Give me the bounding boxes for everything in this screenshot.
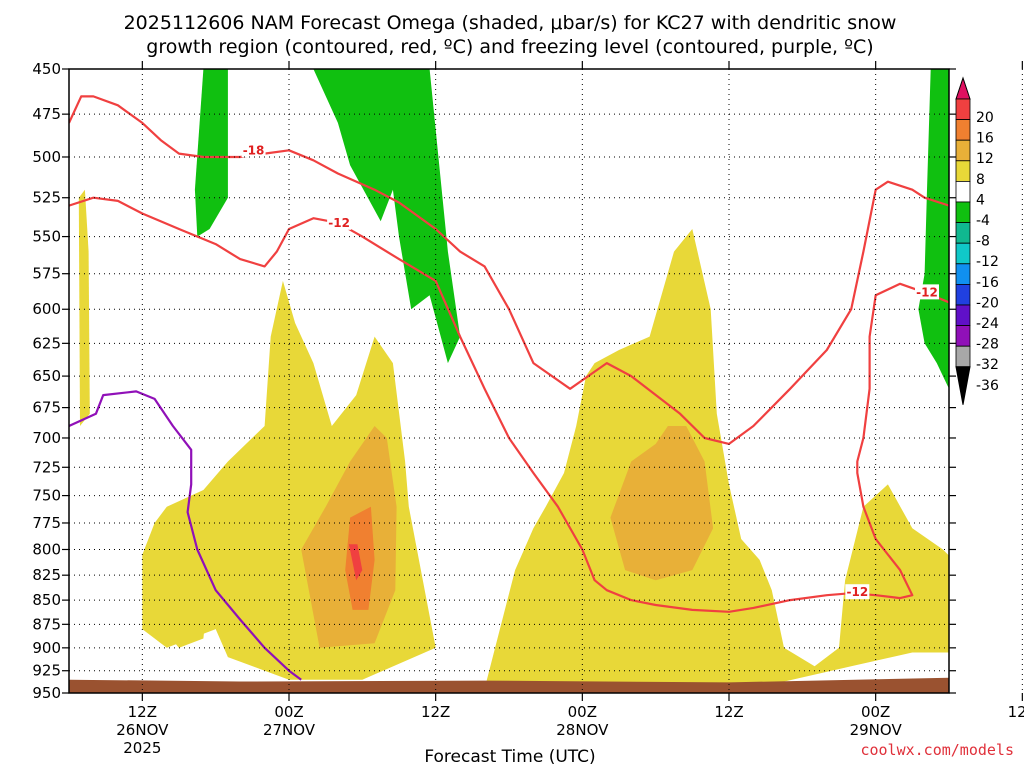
x-axis-label: Forecast Time (UTC)	[424, 747, 595, 767]
y-tick-label-550: 550	[32, 228, 61, 246]
y-tick-label-675: 675	[32, 399, 61, 417]
y-tick-label-850: 850	[32, 591, 61, 609]
colorbar-band-1	[955, 119, 971, 141]
y-tick-label-875: 875	[32, 615, 61, 633]
x-tick-label-72-1: 00Z	[861, 703, 890, 721]
colorbar-band-8	[955, 263, 971, 285]
contour-dgz_-12	[69, 196, 949, 613]
colorbar-bottom-arrow	[955, 366, 971, 405]
y-tick-label-500: 500	[32, 148, 61, 166]
chart-title-line1: 2025112606 NAM Forecast Omega (shaded, μ…	[124, 12, 897, 34]
x-tick-label-36-1: 12Z	[421, 703, 450, 721]
omega-area-omega_8_area_center	[610, 426, 714, 581]
omega-area-omega_positive_center	[484, 229, 949, 689]
y-tick-label-900: 900	[32, 639, 61, 657]
omega-area-omega_positive_right_column	[1010, 87, 1024, 288]
colorbar-label-3: 8	[976, 172, 985, 188]
colorbar-band-4	[955, 180, 971, 203]
chart-title-line2: growth region (contoured, red, ºC) and f…	[146, 36, 873, 58]
colorbar-label-2: 12	[976, 151, 994, 167]
y-tick-label-525: 525	[32, 189, 61, 207]
y-tick-label-725: 725	[32, 458, 61, 476]
colorbar-band-7	[955, 242, 971, 265]
omega-area-omega_positive_bottom_left	[154, 528, 208, 648]
colorbar-label-0: 20	[976, 110, 994, 126]
y-tick-label-650: 650	[32, 367, 61, 385]
y-tick-label-475: 475	[32, 105, 61, 123]
y-tick-label-950: 950	[32, 684, 61, 702]
contour-label-0: -18	[243, 143, 265, 157]
contour-dgz_top_-18	[69, 95, 949, 445]
colorbar-band-5	[955, 201, 971, 224]
colorbar-band-2	[955, 139, 971, 162]
colorbar-label-4: 4	[976, 192, 985, 208]
contour-label-2: -12	[916, 285, 938, 299]
colorbar-band-0	[955, 98, 971, 121]
contour-label-bg-3	[845, 584, 870, 600]
y-tick-label-575: 575	[32, 265, 61, 283]
contour-label-3: -12	[846, 585, 868, 599]
grid-lines	[69, 69, 1023, 693]
omega-area-omega_16_area	[348, 544, 363, 581]
colorbar-label-5: -4	[976, 213, 990, 229]
colorbar-label-13: -36	[976, 378, 999, 394]
x-tick-label-84-1: 12Z	[1008, 703, 1024, 721]
colorbar-label-11: -28	[976, 337, 999, 353]
x-tick-label-60-1: 12Z	[714, 703, 743, 721]
x-tick-label-72-2: 29NOV	[850, 721, 903, 739]
colorbar-label-9: -20	[976, 295, 999, 311]
colorbar-label-8: -16	[976, 275, 999, 291]
omega-area-omega_negative_middle	[313, 69, 461, 364]
credit-text: coolwx.com/models	[860, 741, 1014, 759]
omega-area-omega_negative_right	[918, 69, 949, 389]
colorbar: 20 16 12 8 4 -4 -8 -12 -16 -20 -24 -28 -32 -36	[955, 76, 999, 405]
x-tick-label-12-2: 26NOV	[116, 721, 169, 739]
x-tick-label-12-1: 12Z	[128, 703, 157, 721]
y-axis: 450 475 500 525 550 575 600 625 650 675 700 725 750 7…	[32, 60, 956, 702]
x-tick-label-12-3: 2025	[123, 739, 161, 757]
x-tick-label-48-2: 28NOV	[556, 721, 609, 739]
contour-label-bg-2	[915, 284, 939, 300]
y-tick-label-800: 800	[32, 540, 61, 558]
x-tick-label-24-1: 00Z	[274, 703, 303, 721]
colorbar-band-3	[955, 160, 971, 182]
colorbar-band-6	[955, 222, 971, 244]
plot-area: -18 -12 -12 -12	[69, 69, 1024, 693]
colorbar-top-arrow	[955, 76, 971, 100]
y-tick-label-450: 450	[32, 60, 61, 78]
omega-area-omega_negative_left	[194, 69, 228, 237]
x-tick-label-24-2: 27NOV	[263, 721, 316, 739]
y-tick-label-750: 750	[32, 487, 61, 505]
colorbar-band-9	[955, 283, 971, 306]
omega-area-omega_positive_left_column	[78, 189, 90, 426]
contour-freezing_level_purple	[69, 390, 302, 681]
contour-label-1: -12	[328, 216, 350, 230]
x-tick-label-48-1: 00Z	[568, 703, 597, 721]
colorbar-band-10	[955, 304, 971, 327]
colorbar-label-7: -12	[976, 254, 999, 270]
y-tick-label-625: 625	[32, 334, 61, 352]
colorbar-label-1: 16	[976, 131, 994, 147]
y-tick-label-600: 600	[32, 300, 61, 318]
y-tick-label-700: 700	[32, 429, 61, 447]
colorbar-label-6: -8	[976, 234, 990, 250]
colorbar-band-12	[955, 345, 971, 368]
y-tick-label-925: 925	[32, 662, 61, 680]
colorbar-label-12: -32	[976, 357, 999, 373]
colorbar-label-10: -24	[976, 316, 999, 332]
contour-label-bg-0	[241, 142, 266, 158]
colorbar-band-11	[955, 325, 971, 347]
y-tick-label-825: 825	[32, 566, 61, 584]
plot-frame	[68, 68, 950, 694]
contour-label-bg-1	[327, 214, 352, 230]
y-tick-label-775: 775	[32, 514, 61, 532]
